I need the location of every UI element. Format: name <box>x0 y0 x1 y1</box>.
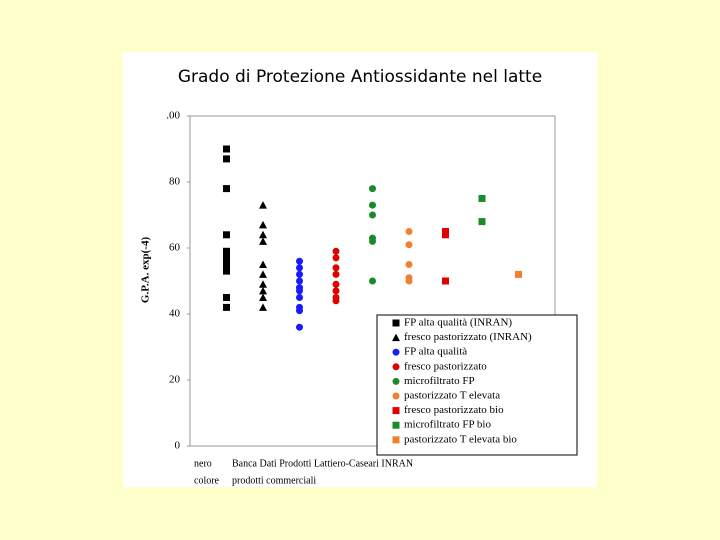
point <box>296 307 303 315</box>
point <box>259 286 267 295</box>
point <box>223 303 230 311</box>
point <box>332 247 340 255</box>
legend-swatch <box>392 348 400 356</box>
point <box>259 230 267 239</box>
point <box>223 254 230 262</box>
y-tick-label: 60 <box>169 242 181 254</box>
annotation: nero <box>194 458 212 469</box>
point <box>405 228 413 235</box>
point <box>405 277 413 285</box>
point <box>369 211 376 219</box>
point <box>296 277 303 285</box>
point <box>332 297 340 305</box>
point <box>332 264 340 272</box>
point <box>296 270 303 278</box>
y-tick-label: 20 <box>169 374 181 386</box>
point <box>296 294 303 301</box>
legend-label: fresco pastorizzato (INRAN) <box>404 331 532 343</box>
point <box>296 287 303 295</box>
point <box>223 247 230 255</box>
legend-label: microfiltrato FP <box>404 375 475 387</box>
point <box>223 145 230 153</box>
point <box>405 241 413 249</box>
legend-swatch <box>392 377 400 385</box>
point <box>223 267 230 275</box>
point <box>369 277 376 285</box>
point <box>478 195 486 202</box>
chart-title: Grado di Protezione Antiossidante nel la… <box>178 67 542 87</box>
legend-label: fresco pastorizzato bio <box>404 404 504 416</box>
point <box>478 218 486 226</box>
annotation: colore <box>194 475 220 486</box>
legend-swatch <box>392 363 400 371</box>
point <box>259 260 267 268</box>
legend-label: pastorizzato T elevata <box>404 390 500 402</box>
legend-label: FP alta qualità <box>404 346 467 358</box>
point <box>223 155 230 163</box>
point <box>223 231 230 239</box>
point <box>296 264 303 272</box>
annotation: prodotti commerciali <box>232 475 316 486</box>
point <box>332 270 340 278</box>
point <box>442 277 449 285</box>
point <box>223 294 230 301</box>
legend-label: pastorizzato T elevata bio <box>404 433 517 445</box>
point <box>296 323 303 331</box>
legend-swatch <box>392 421 400 429</box>
point <box>332 287 340 295</box>
y-tick-label: 40 <box>169 308 181 320</box>
point <box>332 254 340 262</box>
point <box>369 185 376 193</box>
point <box>405 261 413 268</box>
point <box>442 231 449 239</box>
y-tick-label: 80 <box>169 176 181 188</box>
point <box>259 293 267 301</box>
point <box>515 270 522 278</box>
point <box>332 280 340 288</box>
point <box>259 280 267 288</box>
point <box>259 201 267 209</box>
legend-box <box>376 314 578 456</box>
point <box>259 220 267 229</box>
legend-swatch <box>392 319 400 327</box>
point <box>259 270 267 278</box>
point <box>369 201 376 209</box>
point <box>259 237 267 245</box>
plot-frame <box>189 115 556 447</box>
y-axis-label: G.P.A. exp(-4) <box>140 237 152 304</box>
point <box>223 261 230 268</box>
y-tick-label: .00 <box>166 110 180 122</box>
legend-label: microfiltrato FP bio <box>404 419 491 431</box>
legend-swatch <box>392 407 400 415</box>
point <box>369 237 376 245</box>
legend-swatch <box>392 333 400 342</box>
point <box>223 185 230 193</box>
annotation: Banca Dati Prodotti Lattiero-Caseari INR… <box>232 458 413 469</box>
legend-swatch <box>392 392 400 400</box>
legend-label: fresco pastorizzato <box>404 360 487 372</box>
legend-label: FP alta qualità (INRAN) <box>404 317 512 329</box>
point <box>296 257 303 265</box>
point <box>259 303 267 311</box>
y-tick-label: 0 <box>175 440 181 452</box>
legend-swatch <box>392 436 400 444</box>
